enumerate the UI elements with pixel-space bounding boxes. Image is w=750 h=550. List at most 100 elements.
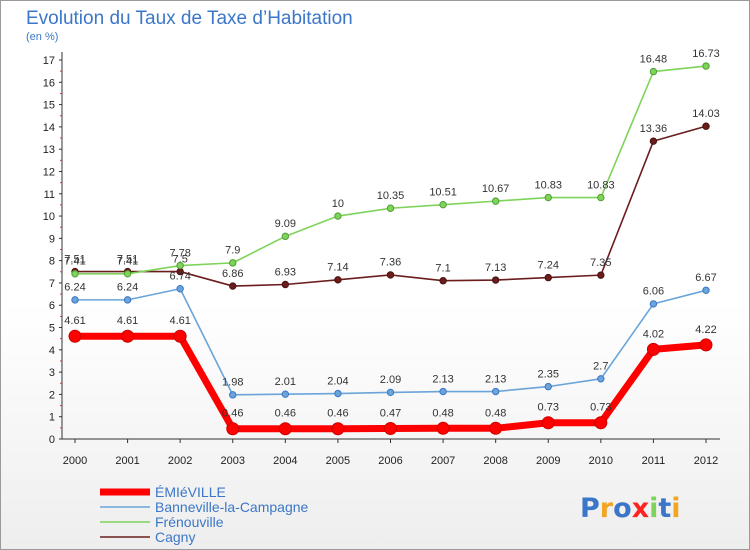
data-point xyxy=(491,387,500,396)
data-label: 10.83 xyxy=(534,179,562,191)
data-label: 7.41 xyxy=(117,256,138,268)
x-tick-label: 2009 xyxy=(536,455,560,467)
chart-subtitle: (en %) xyxy=(26,31,58,43)
data-point xyxy=(702,62,710,70)
data-point xyxy=(331,422,345,436)
data-label: 7.78 xyxy=(169,247,190,259)
data-label: 4.61 xyxy=(117,315,138,327)
data-point xyxy=(594,416,608,430)
y-tick-label: 11 xyxy=(44,189,55,201)
data-label: 6.86 xyxy=(222,268,243,280)
data-point xyxy=(386,271,395,279)
data-label: 2.13 xyxy=(485,373,506,385)
data-label: 9.09 xyxy=(275,218,296,230)
data-point xyxy=(386,204,395,212)
data-label: 2.13 xyxy=(432,373,453,385)
data-label: 6.06 xyxy=(643,286,664,298)
logo-text: Proxiti xyxy=(580,493,681,524)
data-label: 0.46 xyxy=(327,408,348,420)
data-point xyxy=(71,270,79,278)
y-tick-label: 17 xyxy=(43,55,55,67)
data-point xyxy=(699,338,713,352)
logo-letter: i xyxy=(671,493,680,524)
series-banneville-la-campagne: 6.24 6.24 6.74 1.98 2.01 2.04 2.09 2.13 2.13 2.35… xyxy=(64,271,717,399)
data-point xyxy=(491,276,500,284)
x-tick-label: 2003 xyxy=(221,455,245,467)
data-point xyxy=(123,270,132,278)
data-label: 16.48 xyxy=(640,53,668,65)
data-label: 10 xyxy=(332,198,344,210)
y-tick-label: 3 xyxy=(49,367,55,379)
logo-letter: o xyxy=(613,493,632,524)
data-label: 7.5 xyxy=(173,253,188,265)
x-tick-label: 2005 xyxy=(326,455,350,467)
data-point xyxy=(176,285,184,293)
y-tick-label: 6 xyxy=(49,300,55,312)
data-point xyxy=(649,67,658,76)
data-point xyxy=(597,375,605,383)
data-label: 6.93 xyxy=(275,266,296,278)
y-tick-label: 12 xyxy=(43,166,55,178)
y-tick-label: 4 xyxy=(49,345,55,357)
legend-entry: Cagny xyxy=(155,529,195,545)
data-label: 7.9 xyxy=(225,245,240,257)
data-point xyxy=(544,382,552,391)
data-label: 2.04 xyxy=(327,375,348,387)
data-label: 2.35 xyxy=(538,368,559,380)
data-label: 0.47 xyxy=(380,408,401,420)
y-tick-label: 15 xyxy=(43,100,55,112)
data-label: 6.24 xyxy=(64,282,85,294)
data-label: 1.98 xyxy=(222,377,243,389)
logo-letter: P xyxy=(580,493,600,524)
data-point xyxy=(173,329,187,343)
data-point xyxy=(439,277,447,285)
x-tick-label: 2002 xyxy=(168,455,192,467)
data-point xyxy=(334,389,342,398)
data-label: 2.01 xyxy=(275,376,296,388)
data-point xyxy=(597,271,605,279)
data-point xyxy=(544,193,552,202)
data-label: 6.67 xyxy=(695,272,716,284)
data-point xyxy=(436,421,450,435)
chart-title: Evolution du Taux de Taxe d’Habitation xyxy=(26,8,353,29)
data-point xyxy=(176,261,184,270)
y-tick-label: 7 xyxy=(49,278,55,290)
logo-letter: x xyxy=(632,493,649,524)
data-label: 2.09 xyxy=(380,374,401,386)
data-label: 7.14 xyxy=(327,262,348,274)
data-label: 7.51 xyxy=(64,253,85,265)
y-tick-label: 10 xyxy=(43,211,55,223)
data-label: 10.35 xyxy=(377,190,405,202)
x-tick-label: 2001 xyxy=(115,455,139,467)
series-frenouville: 7.41 7.41 7.78 7.9 9.09 10 10.35 10.51 10.67 10.8… xyxy=(64,48,720,278)
data-label: 7.41 xyxy=(64,256,85,268)
series-emieville: 4.61 4.61 4.61 0.46 0.46 0.46 0.47 0.48 0.48 0.73… xyxy=(64,315,717,436)
data-point xyxy=(544,273,552,282)
data-point xyxy=(489,421,503,435)
y-tick-label: 9 xyxy=(49,233,55,245)
data-point xyxy=(229,282,237,290)
data-label: 7.24 xyxy=(538,259,559,271)
data-point xyxy=(121,329,135,343)
data-label: 14.03 xyxy=(692,108,720,120)
data-label: 0.73 xyxy=(538,402,559,414)
y-tick-label: 2 xyxy=(49,389,55,401)
series-cagny: 7.51 7.51 7.5 6.86 6.93 7.14 7.36 7.1 7.13 7.24 7.… xyxy=(64,108,720,290)
data-point xyxy=(597,193,605,202)
data-label: 4.61 xyxy=(169,315,190,327)
data-label: 0.46 xyxy=(275,408,296,420)
y-tick-label: 8 xyxy=(49,256,55,268)
data-point xyxy=(334,212,342,220)
legend-entry: ÉMIéVILLE xyxy=(155,484,226,500)
data-label: 6.74 xyxy=(169,271,190,283)
x-tick-label: 2011 xyxy=(642,455,666,467)
y-tick-label: 16 xyxy=(43,77,55,89)
data-point xyxy=(334,276,342,284)
data-point xyxy=(229,259,237,267)
data-label: 2.7 xyxy=(593,361,608,373)
y-tick-label: 14 xyxy=(43,122,55,134)
data-label: 0.48 xyxy=(485,407,506,419)
data-point xyxy=(281,390,290,398)
data-point xyxy=(278,422,292,436)
